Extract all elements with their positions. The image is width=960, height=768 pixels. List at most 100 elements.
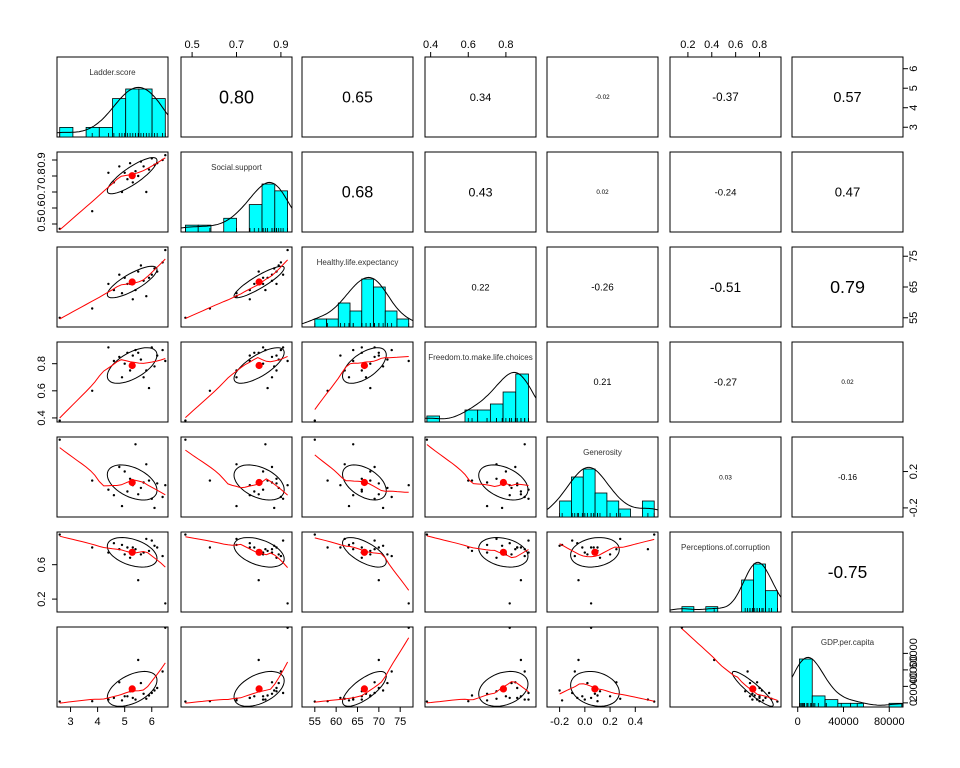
data-point <box>137 579 140 582</box>
data-point <box>425 533 429 536</box>
panel-frame <box>669 626 782 708</box>
correlation-ellipse <box>731 670 774 707</box>
data-point <box>112 494 116 497</box>
data-point <box>147 549 151 553</box>
mean-point <box>255 478 263 487</box>
data-point <box>470 479 474 482</box>
data-point <box>485 504 489 508</box>
data-point <box>313 438 316 441</box>
data-point <box>235 376 238 379</box>
data-point <box>495 556 498 559</box>
axis-tick-label: 0.2 <box>36 591 48 606</box>
data-point <box>118 165 121 168</box>
histogram-bar <box>326 318 339 328</box>
panel-frame <box>669 341 782 423</box>
data-point <box>377 579 380 582</box>
data-point <box>118 355 121 359</box>
data-point <box>646 548 650 551</box>
histogram-bar <box>151 98 166 138</box>
axis-tick-label: 70 <box>373 716 385 728</box>
axis-tick-label: 4 <box>95 716 101 728</box>
data-point <box>123 553 126 556</box>
data-point <box>123 695 126 698</box>
data-point <box>386 358 389 361</box>
data-point <box>343 463 346 466</box>
data-point <box>753 694 756 697</box>
axis-tick-label: 0.8 <box>498 39 513 51</box>
data-point <box>142 376 145 379</box>
histogram-bar <box>185 224 199 233</box>
data-point <box>257 658 260 662</box>
data-point <box>377 354 380 357</box>
correlation-value: 0.22 <box>471 282 489 292</box>
data-point <box>253 351 256 354</box>
data-point <box>504 695 508 698</box>
data-point <box>142 692 145 695</box>
data-point <box>153 689 156 692</box>
data-point <box>147 479 151 482</box>
data-point <box>313 419 316 422</box>
correlation-ellipse <box>106 464 158 501</box>
data-point <box>137 351 140 354</box>
loess-smooth-line <box>681 628 778 701</box>
data-point <box>598 556 602 559</box>
data-point <box>523 698 526 701</box>
data-point <box>235 463 238 466</box>
data-point <box>560 699 564 702</box>
data-point <box>577 579 580 582</box>
data-point <box>377 546 380 549</box>
loess-smooth-line <box>185 259 288 319</box>
correlation-value: -0.02 <box>595 94 610 101</box>
variable-label: Freedom.to.make.life.choices <box>428 353 533 362</box>
panel-frame <box>669 531 782 613</box>
data-point <box>123 171 126 174</box>
data-point <box>164 484 167 487</box>
data-point <box>339 354 342 357</box>
data-point <box>369 362 372 365</box>
data-point <box>377 658 380 662</box>
data-point <box>519 493 523 496</box>
data-point <box>120 504 124 508</box>
axis-tick-label: 3 <box>908 124 920 130</box>
data-point <box>164 248 167 252</box>
correlation-ellipse <box>106 670 158 707</box>
histogram-bar <box>606 500 620 518</box>
correlation-value: 0.65 <box>342 90 373 107</box>
mean-point <box>360 685 368 693</box>
axis-tick-label: 4 <box>908 105 920 111</box>
mean-point <box>255 685 263 693</box>
panel-frame <box>791 341 904 423</box>
data-point <box>519 658 523 662</box>
data-point <box>270 355 274 359</box>
data-point <box>390 348 393 352</box>
data-point <box>373 539 376 542</box>
mean-point <box>499 548 507 556</box>
mean-point <box>255 361 263 370</box>
axis-tick-label: 0.6 <box>36 557 48 572</box>
correlation-value: 0.79 <box>830 277 865 297</box>
density-curve <box>56 86 169 134</box>
data-point <box>264 443 267 446</box>
histogram-bar <box>799 658 813 708</box>
data-point <box>470 694 474 697</box>
correlation-value: 0.68 <box>342 184 374 202</box>
data-point <box>373 548 376 551</box>
data-point <box>257 579 260 582</box>
data-point <box>510 553 513 556</box>
panel-frame <box>301 626 414 708</box>
data-point <box>161 670 164 673</box>
data-point <box>680 626 684 629</box>
variable-label: Healthy.life.expectancy <box>317 258 399 267</box>
correlation-ellipse <box>341 347 387 384</box>
loess-smooth-line <box>314 537 410 591</box>
panel-frame <box>301 341 414 423</box>
panel-frame <box>301 151 414 233</box>
data-point <box>508 542 511 545</box>
data-point <box>360 369 363 372</box>
data-point <box>470 549 474 553</box>
data-point <box>523 670 526 673</box>
histogram-bar <box>582 468 596 518</box>
data-point <box>583 698 586 701</box>
data-point <box>273 689 276 692</box>
data-point <box>145 295 148 298</box>
